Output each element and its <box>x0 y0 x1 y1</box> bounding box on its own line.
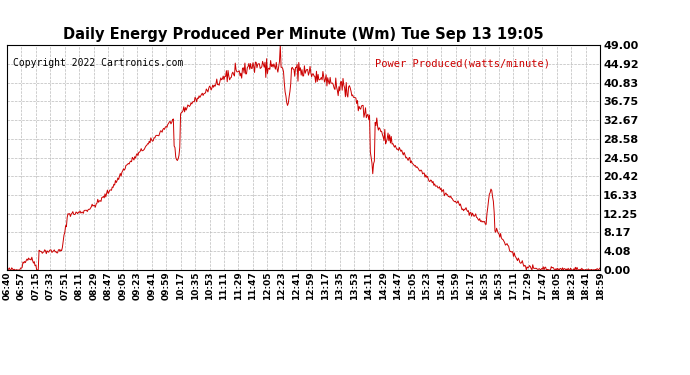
Text: Power Produced(watts/minute): Power Produced(watts/minute) <box>375 58 550 69</box>
Title: Daily Energy Produced Per Minute (Wm) Tue Sep 13 19:05: Daily Energy Produced Per Minute (Wm) Tu… <box>63 27 544 42</box>
Text: Copyright 2022 Cartronics.com: Copyright 2022 Cartronics.com <box>13 58 184 69</box>
